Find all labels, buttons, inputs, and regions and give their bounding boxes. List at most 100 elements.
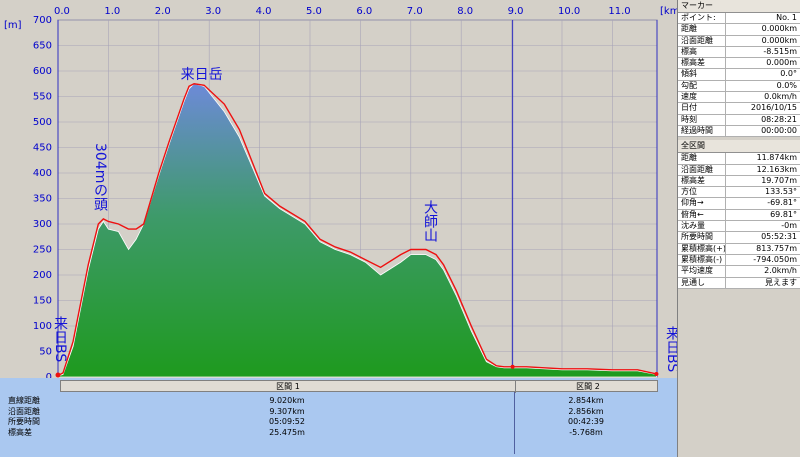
marker-row: 標高 -8.515m (678, 46, 800, 59)
total-row: 方位 133.53° (678, 187, 800, 199)
marker-row: 沿面距離 0.000km (678, 35, 800, 47)
total-row: 仰角→ -69.81° (678, 198, 800, 210)
y-tick-label: 400 (33, 168, 52, 179)
section-marker[interactable] (510, 364, 515, 369)
marker-value: 0.000m (766, 58, 797, 68)
section-table-row: 沿面距離 9.307km 2.856km (0, 407, 660, 417)
start-marker[interactable] (55, 372, 61, 378)
y-unit-label: [m] (4, 20, 22, 31)
marker-value: 0.000km (761, 24, 797, 34)
y-tick-label: 150 (33, 296, 52, 307)
marker-value: 0.000km (761, 35, 797, 45)
marker-value: 0.0% (776, 80, 797, 90)
total-value: -69.81° (767, 198, 797, 208)
y-tick-label: 100 (33, 321, 52, 332)
total-key: 俯角← (678, 209, 726, 221)
marker-row: 距離 0.000km (678, 24, 800, 36)
total-row: 累積標高(-) -794.050m (678, 254, 800, 267)
section-table-row: 標高差 25.475m -5.768m (0, 428, 660, 438)
table-section-divider (514, 392, 515, 454)
marker-key: 速度 (678, 92, 726, 103)
marker-key: 標高 (678, 46, 726, 58)
section-1-value: 25.475m (269, 427, 305, 437)
marker-key: 沿面距離 (678, 35, 726, 46)
total-row: 標高差 19.707m (678, 175, 800, 188)
total-value: 11.874km (756, 153, 797, 163)
y-tick-label: 200 (33, 270, 52, 281)
section-2-value: 00:42:39 (568, 417, 604, 426)
y-tick-label: 50 (39, 347, 52, 358)
total-value: 813.757m (756, 243, 797, 253)
elevation-chart-svg[interactable]: [m] 0 50 100 150 200 250 300 350 400 450 500 550 600 6… (0, 0, 677, 378)
marker-row: 傾斜 0.0° (678, 69, 800, 81)
section-table-header: 区間 1 区間 2 (60, 380, 660, 393)
marker-row: ポイント: No. 1 (678, 13, 800, 25)
y-tick-label: 500 (33, 117, 52, 128)
total-info-list: 距離 11.874km 沿面距離 12.163km 標高差 19.707m 方位 133.53… (678, 153, 800, 289)
total-value: 19.707m (761, 175, 797, 185)
peak-label-kurushidake: 来日岳 (181, 67, 223, 83)
marker-key: 勾配 (678, 80, 726, 92)
row-label: 沿面距離 (8, 406, 40, 416)
section-table-row: 直線距離 9.020km 2.854km (0, 396, 660, 406)
total-value: 2.0km/h (764, 266, 797, 276)
section-1-value: 9.020km (269, 396, 305, 405)
section-2-header[interactable]: 区間 2 (515, 381, 660, 393)
x-tick-label: 10.0 (558, 6, 580, 17)
section-2-value: -5.768m (569, 427, 603, 437)
total-row: 平均速度 2.0km/h (678, 266, 800, 278)
marker-value: 00:00:00 (761, 125, 797, 135)
total-key: 方位 (678, 187, 726, 198)
marker-row: 日付 2016/10/15 (678, 103, 800, 115)
marker-section-title: マーカー (678, 0, 800, 13)
total-key: 標高差 (678, 175, 726, 187)
elevation-chart[interactable]: [m] 0 50 100 150 200 250 300 350 400 450 500 550 600 6… (0, 0, 677, 378)
total-section-title: 全区間 (678, 140, 800, 154)
marker-value: 08:28:21 (761, 114, 797, 124)
total-value: 見えます (765, 277, 797, 287)
row-label: 直線距離 (8, 396, 40, 405)
marker-row: 勾配 0.0% (678, 80, 800, 93)
marker-value: 2016/10/15 (750, 103, 797, 113)
section-1-value: 05:09:52 (269, 417, 305, 426)
section-1-header[interactable]: 区間 1 (276, 382, 300, 391)
total-key: 累積標高(-) (678, 254, 726, 266)
marker-key: 時刻 (678, 114, 726, 125)
total-value: 05:52:31 (761, 232, 797, 242)
total-key: 距離 (678, 153, 726, 164)
x-tick-label: 8.0 (457, 6, 473, 17)
section-2-value: 2.856km (568, 406, 604, 416)
track-line (57, 83, 657, 377)
marker-value: -8.515m (763, 46, 797, 56)
y-tick-label: 350 (33, 194, 52, 205)
end-marker[interactable] (654, 371, 659, 376)
marker-info-list: ポイント: No. 1 距離 0.000km 沿面距離 0.000km 標高 -8.515m 標… (678, 13, 800, 138)
total-value: 12.163km (756, 164, 797, 174)
section-table-row: 所要時間 05:09:52 00:42:39 (0, 417, 660, 427)
total-row: 沈み量 -0m (678, 221, 800, 233)
y-tick-label: 550 (33, 92, 52, 103)
x-unit-label: [km] (660, 6, 677, 17)
label-kurushi-bs-end: 来日BS (664, 326, 677, 372)
y-tick-label: 700 (33, 15, 52, 26)
total-value: -794.050m (753, 254, 797, 264)
x-tick-label: 6.0 (356, 6, 372, 17)
y-tick-label: 300 (33, 219, 52, 230)
x-tick-label: 1.0 (104, 6, 120, 17)
section-2-value: 2.854km (568, 396, 604, 405)
elevation-area (57, 83, 657, 378)
marker-row: 経過時間 00:00:00 (678, 125, 800, 138)
x-tick-label: 7.0 (407, 6, 423, 17)
marker-row: 時刻 08:28:21 (678, 114, 800, 126)
marker-value: No. 1 (776, 13, 797, 22)
total-value: 69.81° (770, 209, 797, 219)
row-label: 標高差 (8, 427, 32, 437)
x-tick-label: 11.0 (608, 6, 630, 17)
marker-key: 経過時間 (678, 125, 726, 137)
y-tick-label: 250 (33, 245, 52, 256)
total-row: 所要時間 05:52:31 (678, 232, 800, 244)
total-value: -0m (781, 221, 797, 231)
peak-label-304m: 304mの頭 (92, 143, 108, 212)
total-row: 俯角← 69.81° (678, 209, 800, 222)
marker-value: 0.0° (780, 69, 797, 79)
